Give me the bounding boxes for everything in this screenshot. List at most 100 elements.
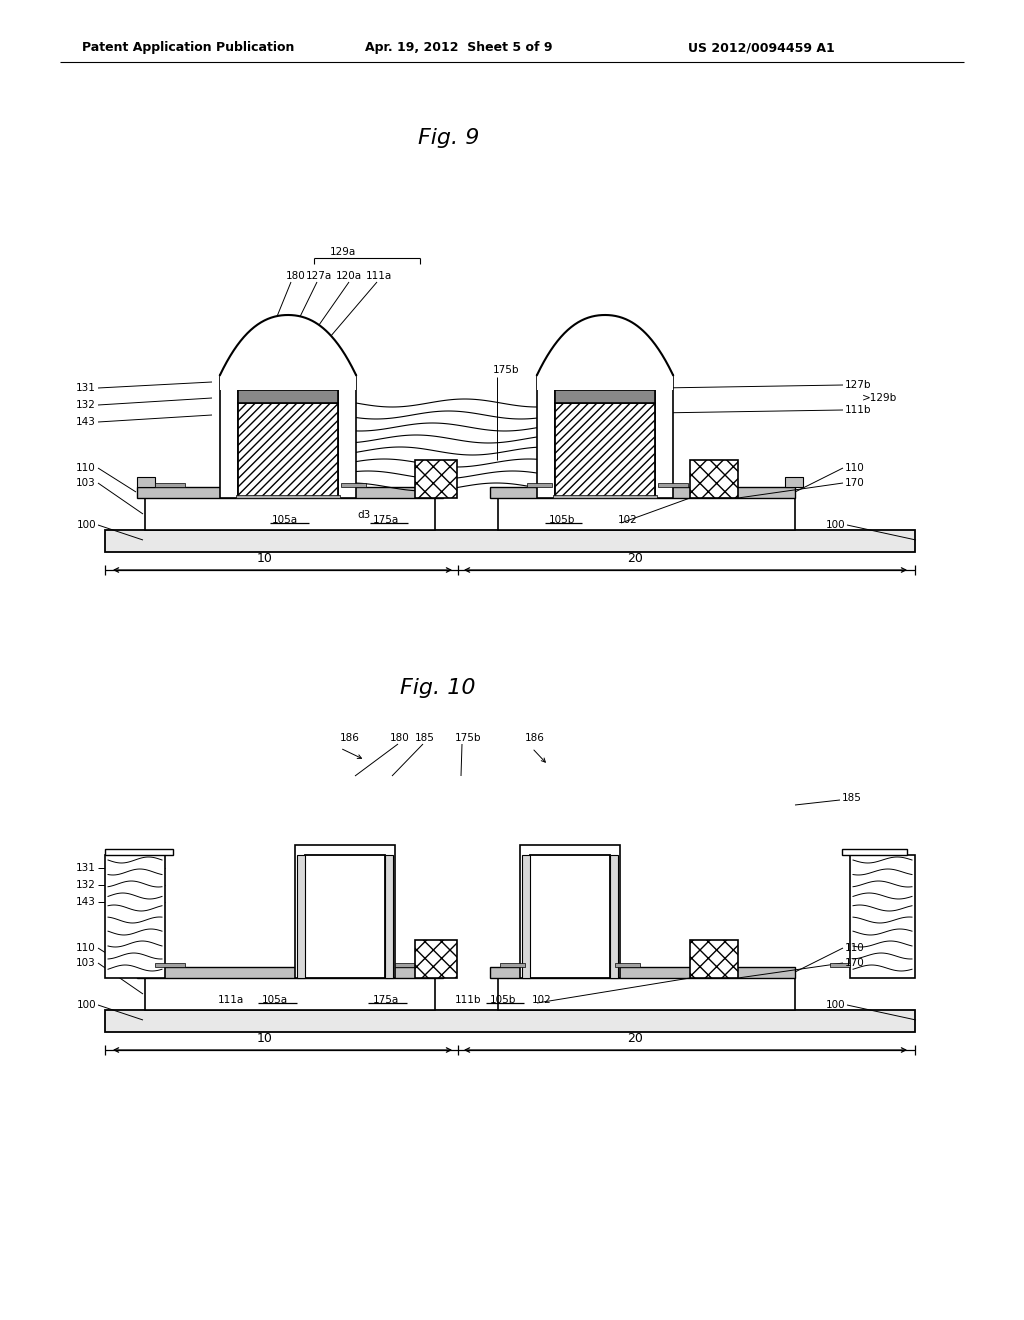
Bar bbox=[145, 978, 435, 1010]
Bar bbox=[145, 498, 435, 531]
Text: 110: 110 bbox=[76, 942, 96, 953]
Bar bbox=[615, 964, 640, 968]
Text: 10: 10 bbox=[257, 1032, 273, 1045]
Bar bbox=[385, 855, 393, 978]
Bar bbox=[537, 375, 555, 498]
Bar bbox=[690, 459, 738, 498]
Text: d3: d3 bbox=[357, 510, 371, 520]
Text: 103: 103 bbox=[76, 958, 96, 968]
Text: 175b: 175b bbox=[493, 366, 519, 375]
Text: 100: 100 bbox=[77, 1001, 96, 1010]
Text: 185: 185 bbox=[415, 733, 435, 743]
Text: 100: 100 bbox=[825, 1001, 845, 1010]
Bar bbox=[137, 487, 443, 498]
Text: 132: 132 bbox=[76, 400, 96, 411]
Bar bbox=[220, 375, 238, 498]
Bar bbox=[338, 375, 356, 498]
Text: Fig. 9: Fig. 9 bbox=[418, 128, 479, 148]
Text: 175b: 175b bbox=[455, 733, 481, 743]
Bar bbox=[500, 964, 525, 968]
Bar bbox=[530, 855, 610, 978]
Bar bbox=[105, 1010, 915, 1032]
Text: US 2012/0094459 A1: US 2012/0094459 A1 bbox=[688, 41, 835, 54]
Text: 175a: 175a bbox=[373, 995, 399, 1005]
Text: 111b: 111b bbox=[455, 995, 481, 1005]
Text: 110: 110 bbox=[845, 463, 864, 473]
Bar bbox=[655, 375, 673, 498]
Text: 143: 143 bbox=[76, 417, 96, 426]
Bar bbox=[498, 978, 795, 1010]
Text: 100: 100 bbox=[77, 520, 96, 531]
Bar bbox=[415, 459, 457, 498]
Bar bbox=[553, 495, 657, 498]
Text: 131: 131 bbox=[76, 863, 96, 873]
Text: 20: 20 bbox=[627, 1032, 643, 1045]
Text: 105a: 105a bbox=[272, 515, 298, 525]
Text: 102: 102 bbox=[618, 515, 638, 525]
Text: 105b: 105b bbox=[490, 995, 516, 1005]
Text: 110: 110 bbox=[76, 463, 96, 473]
Text: 105b: 105b bbox=[549, 515, 575, 525]
Bar bbox=[415, 940, 457, 978]
Text: 105a: 105a bbox=[262, 995, 288, 1005]
Text: 120a: 120a bbox=[336, 271, 362, 281]
Bar bbox=[830, 964, 850, 968]
Text: 180: 180 bbox=[390, 733, 410, 743]
Text: 111b: 111b bbox=[845, 405, 871, 414]
Bar bbox=[395, 964, 420, 968]
Bar bbox=[785, 477, 803, 487]
Bar bbox=[690, 940, 738, 978]
Bar bbox=[137, 968, 443, 978]
Bar bbox=[236, 495, 340, 498]
Bar bbox=[555, 389, 655, 403]
Text: 100: 100 bbox=[825, 520, 845, 531]
Bar bbox=[105, 855, 165, 978]
Bar bbox=[295, 845, 395, 978]
Bar bbox=[842, 849, 907, 855]
Bar bbox=[238, 403, 338, 498]
Bar bbox=[850, 855, 915, 978]
Text: 170: 170 bbox=[845, 958, 864, 968]
Text: 180: 180 bbox=[286, 271, 306, 281]
Bar bbox=[238, 389, 338, 403]
Text: 170: 170 bbox=[845, 478, 864, 488]
Text: 127a: 127a bbox=[306, 271, 332, 281]
Bar bbox=[341, 483, 366, 487]
Text: 102: 102 bbox=[532, 995, 552, 1005]
Text: 186: 186 bbox=[525, 733, 545, 743]
Text: Fig. 10: Fig. 10 bbox=[400, 678, 475, 698]
Text: 127b: 127b bbox=[845, 380, 871, 389]
Text: 10: 10 bbox=[257, 553, 273, 565]
Bar bbox=[522, 855, 530, 978]
Bar bbox=[490, 487, 795, 498]
Text: 143: 143 bbox=[76, 898, 96, 907]
Text: 111a: 111a bbox=[366, 271, 392, 281]
Text: 185: 185 bbox=[842, 793, 862, 803]
Bar bbox=[520, 845, 620, 978]
Text: 132: 132 bbox=[76, 880, 96, 890]
Bar bbox=[155, 483, 185, 487]
Text: >129b: >129b bbox=[862, 393, 897, 403]
Bar bbox=[105, 531, 915, 552]
Text: 175a: 175a bbox=[373, 515, 399, 525]
Bar bbox=[555, 403, 655, 498]
Bar bbox=[137, 477, 155, 487]
Text: 186: 186 bbox=[340, 733, 359, 743]
Text: Apr. 19, 2012  Sheet 5 of 9: Apr. 19, 2012 Sheet 5 of 9 bbox=[365, 41, 553, 54]
Bar bbox=[498, 498, 795, 531]
Bar bbox=[105, 849, 173, 855]
Text: 103: 103 bbox=[76, 478, 96, 488]
Bar bbox=[305, 855, 385, 978]
Bar bbox=[155, 964, 185, 968]
Bar bbox=[610, 855, 618, 978]
Text: 110: 110 bbox=[845, 942, 864, 953]
Text: 131: 131 bbox=[76, 383, 96, 393]
Text: 129a: 129a bbox=[330, 247, 356, 257]
Bar bbox=[658, 483, 688, 487]
Bar bbox=[527, 483, 552, 487]
Text: 20: 20 bbox=[627, 553, 643, 565]
Text: 111a: 111a bbox=[218, 995, 245, 1005]
Bar bbox=[490, 968, 795, 978]
Bar bbox=[297, 855, 305, 978]
Text: Patent Application Publication: Patent Application Publication bbox=[82, 41, 294, 54]
